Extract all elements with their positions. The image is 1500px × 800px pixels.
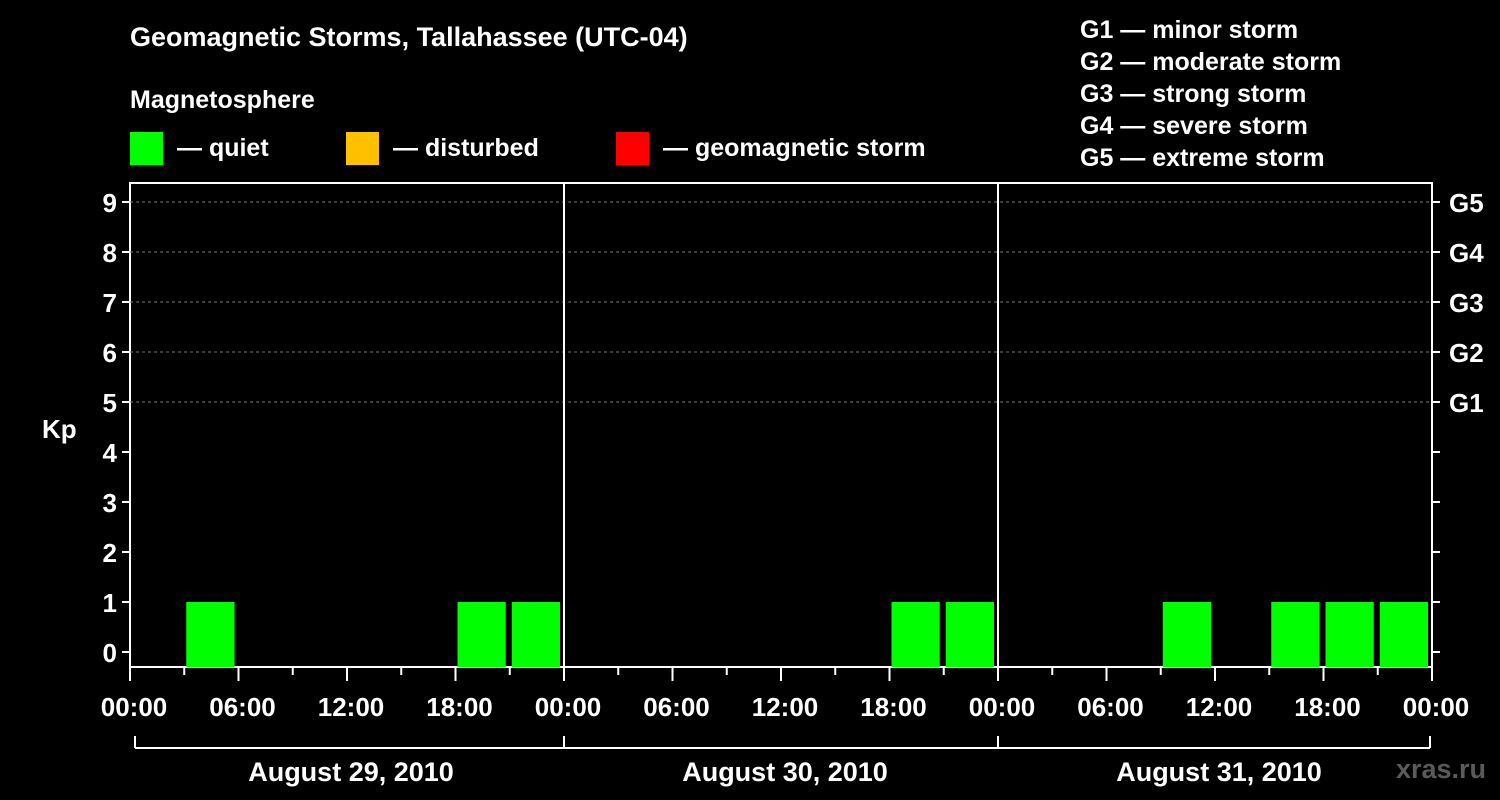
kp-bar — [511, 602, 560, 667]
kp-bar — [1162, 602, 1211, 667]
legend-label-disturbed: — disturbed — [393, 134, 539, 162]
chart-title: Geomagnetic Storms, Tallahassee (UTC-04) — [130, 22, 688, 52]
x-tick-label: 00:00 — [1403, 692, 1470, 722]
kp-bar — [457, 602, 506, 667]
legend-item-storm: — geomagnetic storm — [616, 132, 926, 165]
y-tick-label: 2 — [103, 538, 117, 568]
storm-level-label: G4 — [1449, 238, 1484, 268]
x-tick-label: 06:00 — [209, 692, 276, 722]
y-tick-label: 0 — [103, 638, 117, 668]
y-tick-label: 1 — [103, 588, 117, 618]
x-tick-label: 00:00 — [969, 692, 1036, 722]
legend-swatch-disturbed — [346, 132, 379, 165]
x-tick-label: 18:00 — [1294, 692, 1361, 722]
storm-level-label: G5 — [1449, 188, 1484, 218]
storm-level-label: G1 — [1449, 388, 1484, 418]
day-label: August 29, 2010 — [248, 757, 454, 787]
day-label: August 31, 2010 — [1116, 757, 1322, 787]
x-tick-label: 06:00 — [1077, 692, 1144, 722]
day-label: August 30, 2010 — [682, 757, 888, 787]
plot-frame — [129, 182, 1433, 668]
legend-item-disturbed: — disturbed — [346, 132, 539, 165]
x-tick-label: 06:00 — [643, 692, 710, 722]
x-tick-label: 00:00 — [101, 692, 168, 722]
kp-bar — [945, 602, 994, 667]
scale-item-g5: G5 — extreme storm — [1080, 144, 1325, 172]
storm-level-label: G3 — [1449, 288, 1484, 318]
y-tick-label: 9 — [103, 188, 117, 218]
scale-item-g2: G2 — moderate storm — [1080, 48, 1342, 76]
storm-level-label: G2 — [1449, 338, 1484, 368]
legend: — quiet — disturbed — geomagnetic storm — [0, 132, 1000, 168]
kp-bar — [1379, 602, 1428, 667]
watermark: xras.ru — [1395, 754, 1486, 784]
y-axis-label: Kp — [42, 414, 77, 444]
legend-swatch-storm — [616, 132, 649, 165]
y-tick-label: 7 — [103, 288, 117, 318]
y-tick-label: 5 — [103, 388, 117, 418]
kp-bar — [1271, 602, 1320, 667]
kp-bar — [891, 602, 940, 667]
scale-item-g1: G1 — minor storm — [1080, 16, 1299, 44]
x-tick-label: 18:00 — [426, 692, 493, 722]
x-tick-label: 12:00 — [1186, 692, 1253, 722]
y-tick-label: 3 — [103, 488, 117, 518]
storm-scale-legend: G1 — minor storm G2 — moderate storm G3 … — [1080, 14, 1341, 174]
scale-item-g4: G4 — severe storm — [1080, 112, 1308, 140]
legend-label-quiet: — quiet — [177, 134, 269, 162]
y-tick-label: 8 — [103, 238, 117, 268]
x-tick-label: 12:00 — [752, 692, 819, 722]
y-tick-label: 6 — [103, 338, 117, 368]
legend-label-storm: — geomagnetic storm — [663, 134, 926, 162]
y-tick-label: 4 — [103, 438, 118, 468]
legend-swatch-quiet — [130, 132, 163, 165]
scale-item-g3: G3 — strong storm — [1080, 80, 1307, 108]
legend-title: Magnetosphere — [130, 86, 315, 114]
x-tick-label: 12:00 — [318, 692, 385, 722]
kp-bar — [186, 602, 235, 667]
kp-bar — [1325, 602, 1374, 667]
legend-item-quiet: — quiet — [130, 132, 269, 165]
x-tick-label: 18:00 — [860, 692, 927, 722]
x-tick-label: 00:00 — [535, 692, 602, 722]
